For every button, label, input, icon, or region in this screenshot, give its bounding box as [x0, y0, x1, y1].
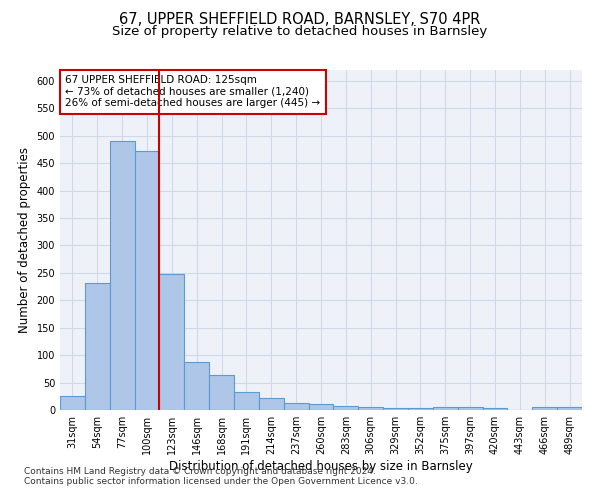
- Bar: [532, 408, 557, 410]
- Y-axis label: Number of detached properties: Number of detached properties: [18, 147, 31, 333]
- Text: Contains public sector information licensed under the Open Government Licence v3: Contains public sector information licen…: [24, 477, 418, 486]
- Text: 67 UPPER SHEFFIELD ROAD: 125sqm
← 73% of detached houses are smaller (1,240)
26%: 67 UPPER SHEFFIELD ROAD: 125sqm ← 73% of…: [65, 75, 320, 108]
- Bar: [383, 408, 408, 410]
- Bar: [60, 396, 85, 410]
- Bar: [308, 404, 334, 410]
- Text: Size of property relative to detached houses in Barnsley: Size of property relative to detached ho…: [112, 25, 488, 38]
- Bar: [259, 398, 284, 410]
- Bar: [184, 362, 209, 410]
- Bar: [85, 283, 110, 410]
- Bar: [557, 408, 582, 410]
- Bar: [408, 408, 433, 410]
- Bar: [433, 408, 458, 410]
- Bar: [234, 392, 259, 410]
- Bar: [482, 408, 508, 410]
- Bar: [358, 408, 383, 410]
- Bar: [160, 274, 184, 410]
- Bar: [284, 403, 308, 410]
- Bar: [134, 151, 160, 410]
- Bar: [209, 376, 234, 410]
- Text: 67, UPPER SHEFFIELD ROAD, BARNSLEY, S70 4PR: 67, UPPER SHEFFIELD ROAD, BARNSLEY, S70 …: [119, 12, 481, 28]
- Bar: [458, 408, 482, 410]
- X-axis label: Distribution of detached houses by size in Barnsley: Distribution of detached houses by size …: [169, 460, 473, 473]
- Bar: [110, 142, 134, 410]
- Text: Contains HM Land Registry data © Crown copyright and database right 2024.: Contains HM Land Registry data © Crown c…: [24, 467, 376, 476]
- Bar: [334, 406, 358, 410]
